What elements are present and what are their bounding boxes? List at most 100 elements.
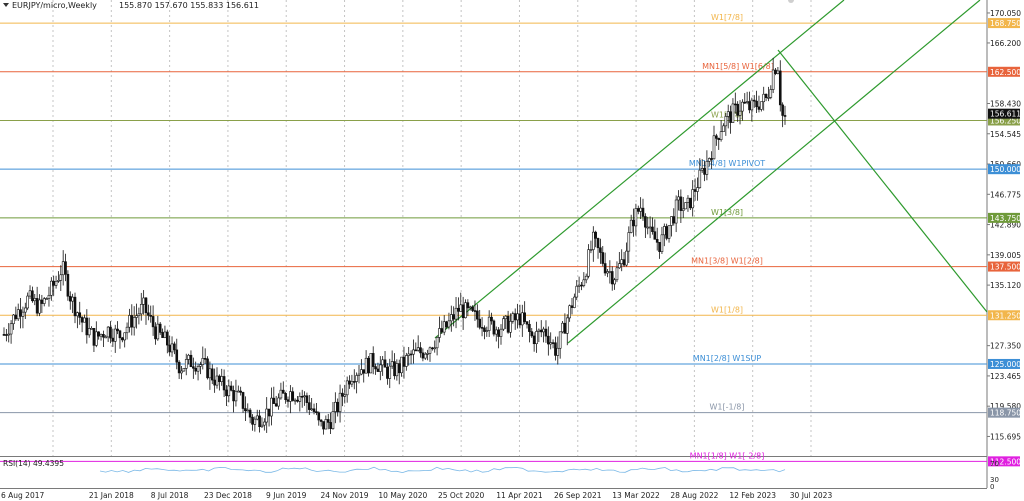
candle-body <box>655 239 659 243</box>
candle-body <box>14 314 18 320</box>
murrey-level-label: MN1[2/8] W1SUP <box>693 354 762 363</box>
candle-body <box>674 199 678 224</box>
candle-body <box>307 402 311 410</box>
candle-body <box>163 331 167 338</box>
candle-body <box>703 168 706 175</box>
candle-body <box>362 369 366 374</box>
chart-shift-marker-icon[interactable] <box>788 0 794 3</box>
candle-body <box>201 358 205 365</box>
price-tag-label: 118.750 <box>990 409 1021 418</box>
candle-body <box>632 219 635 227</box>
candle-body <box>189 354 193 367</box>
candle-body <box>608 271 612 273</box>
candle-body <box>693 189 697 192</box>
candle-body <box>715 135 718 139</box>
candle-body <box>724 116 728 127</box>
candle-body <box>7 333 11 336</box>
candle-body <box>535 331 538 345</box>
header-ohlc: 155.870 157.670 155.833 156.611 <box>119 1 259 10</box>
header-symbol[interactable]: EURJPY/micro,Weekly <box>12 1 97 10</box>
y-tick-label: 154.545 <box>990 130 1021 139</box>
candle-body <box>68 295 72 302</box>
rsi-level-label: 0 <box>990 483 994 491</box>
candle-body <box>156 323 160 340</box>
candle-body <box>658 242 661 252</box>
candle-body <box>38 299 41 314</box>
candle-body <box>625 250 628 266</box>
candle-body <box>644 216 647 228</box>
candle-body <box>158 323 162 333</box>
candle-body <box>350 381 354 385</box>
candle-body <box>613 279 616 285</box>
price-tag-label: 156.250 <box>990 116 1021 125</box>
candle-body <box>601 252 605 264</box>
candle-body <box>182 368 186 372</box>
price-tags: 168.750 162.500 156.250 150.000 143.750 137.5… <box>988 18 1021 467</box>
candle-body <box>400 356 403 374</box>
candle-body <box>310 408 313 411</box>
candle-body <box>374 366 377 370</box>
candle-body <box>627 232 631 252</box>
candle-body <box>45 298 48 300</box>
candle-body <box>468 306 472 309</box>
candle-body <box>620 259 624 264</box>
candle-body <box>738 110 742 116</box>
candle-body <box>733 103 737 106</box>
candle-body <box>341 392 344 397</box>
candle-body <box>599 247 602 253</box>
candle-body <box>139 304 143 315</box>
candle-body <box>570 305 574 308</box>
candle-body <box>166 331 169 346</box>
candle-body <box>762 93 766 103</box>
candle-body <box>210 368 214 381</box>
candle-body <box>679 196 683 211</box>
candle-body <box>485 330 489 332</box>
candle-body <box>452 314 455 320</box>
candle-body <box>466 302 470 309</box>
candle-body <box>184 359 188 369</box>
candle-body <box>180 370 183 374</box>
candle-body <box>326 419 330 423</box>
candle-body <box>199 364 202 367</box>
candle-body <box>532 335 536 345</box>
price-tag-label: 150.000 <box>990 165 1021 174</box>
candle-body <box>109 326 112 339</box>
candle-body <box>317 412 321 421</box>
candle-body <box>580 284 583 287</box>
symbol-menu-triangle-icon[interactable] <box>3 3 9 7</box>
murrey-level-label: W1[7/8] <box>711 13 743 22</box>
candle-body <box>144 297 148 314</box>
candle-body <box>85 317 89 336</box>
candle-body <box>428 347 432 354</box>
candle-body <box>447 320 451 328</box>
price-tag <box>988 358 1020 369</box>
candle-body <box>336 401 340 412</box>
candle-body <box>232 390 235 402</box>
candle-body <box>267 408 271 417</box>
candle-body <box>641 207 645 217</box>
channel-down-line <box>777 49 988 313</box>
candle-body <box>513 313 517 321</box>
candle-body <box>731 103 735 123</box>
candle-body <box>21 311 25 317</box>
candle-body <box>97 331 100 337</box>
candle-body <box>587 249 590 277</box>
rsi-line <box>99 466 786 474</box>
candle-body <box>66 273 70 297</box>
candle-body <box>61 261 65 276</box>
candle-body <box>130 315 134 328</box>
candle-body <box>689 197 692 209</box>
candle-body <box>9 323 13 335</box>
candle-body <box>272 397 276 404</box>
candle-body <box>241 392 245 409</box>
candle-body <box>745 101 749 103</box>
murrey-level-label: MN1[5/8] W1[6/8] <box>702 62 774 71</box>
candle-body <box>229 385 233 391</box>
candle-body <box>743 101 747 104</box>
candle-body <box>672 216 676 224</box>
candle-body <box>520 312 524 326</box>
candle-body <box>696 187 699 192</box>
x-tick-label: 11 Apr 2021 <box>496 491 543 500</box>
candle-body <box>767 97 770 99</box>
